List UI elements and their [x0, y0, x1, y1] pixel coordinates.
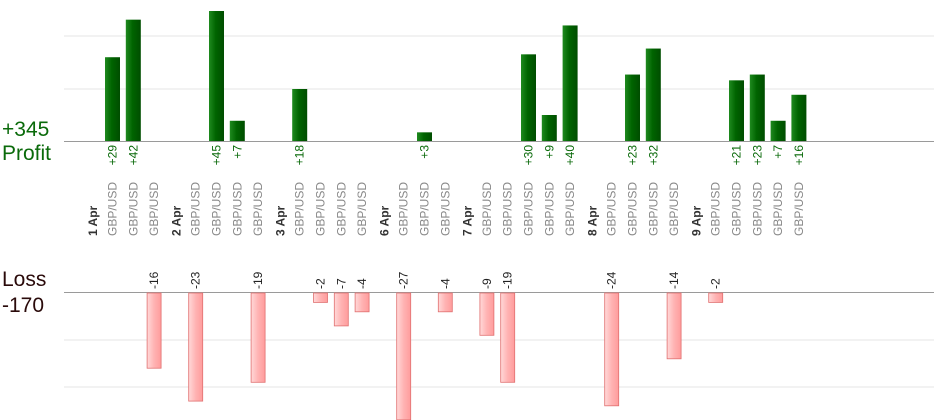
pair-label: GBP/USD — [709, 182, 723, 236]
pair-label: GBP/USD — [147, 182, 161, 236]
pair-label: GBP/USD — [501, 182, 515, 236]
pair-label: GBP/USD — [230, 182, 244, 236]
loss-total: -170 — [2, 294, 45, 317]
profit-value-label: +23 — [750, 145, 764, 166]
profit-value-label: +18 — [293, 145, 307, 166]
day-label: 3 Apr — [273, 205, 287, 236]
pair-label: GBP/USD — [314, 182, 328, 236]
loss-value-label: -4 — [355, 278, 369, 289]
profit-bar — [125, 19, 141, 142]
pair-label: GBP/USD — [418, 182, 432, 236]
pair-label: GBP/USD — [355, 182, 369, 236]
pair-label: GBP/USD — [646, 182, 660, 236]
profit-bar — [292, 89, 308, 141]
profit-bar — [562, 25, 578, 142]
day-label: 1 Apr — [86, 205, 100, 236]
pair-label: GBP/USD — [251, 182, 265, 236]
pair-label: GBP/USD — [771, 182, 785, 236]
profit-bar — [770, 120, 786, 141]
profit-value-label: +40 — [563, 145, 577, 166]
profit-label: Profit — [2, 142, 52, 165]
profit-value-label: +45 — [210, 145, 224, 166]
pair-label: GBP/USD — [522, 182, 536, 236]
profit-value-label: +32 — [646, 145, 660, 166]
loss-bar — [250, 292, 266, 383]
bars — [105, 11, 807, 420]
loss-label: Loss — [2, 268, 47, 291]
pair-label: GBP/USD — [626, 182, 640, 236]
loss-bar — [188, 292, 204, 402]
profit-value-label: +7 — [771, 145, 785, 159]
profit-bar — [209, 11, 224, 141]
profit-value-label: +3 — [418, 145, 432, 159]
loss-bar — [396, 292, 412, 420]
loss-value-label: -24 — [605, 271, 619, 289]
loss-bar — [500, 292, 516, 383]
pair-label: GBP/USD — [792, 182, 806, 236]
pair-label: GBP/USD — [563, 182, 577, 236]
profit-bar — [791, 94, 807, 141]
pair-label: GBP/USD — [106, 182, 120, 236]
pair-label: GBP/USD — [210, 182, 224, 236]
pair-label: GBP/USD — [438, 182, 452, 236]
loss-value-label: -2 — [314, 278, 328, 289]
profit-value-label: +16 — [792, 145, 806, 166]
pair-label: GBP/USD — [480, 182, 494, 236]
profit-value-label: +30 — [522, 145, 536, 166]
pair-label: GBP/USD — [542, 182, 556, 236]
profit-value-label: +21 — [730, 145, 744, 166]
loss-bar — [333, 292, 349, 327]
pair-label: GBP/USD — [667, 182, 681, 236]
profit-bar — [417, 132, 432, 141]
loss-bar — [313, 292, 328, 303]
loss-bar — [604, 292, 620, 407]
pair-label: GBP/USD — [126, 182, 140, 236]
profit-bar — [645, 48, 661, 141]
profit-bar — [521, 54, 536, 142]
profit-value-label: +9 — [542, 145, 556, 159]
loss-value-label: -16 — [147, 271, 161, 289]
pair-label: GBP/USD — [189, 182, 203, 236]
loss-value-label: -7 — [334, 278, 348, 289]
loss-bar — [146, 292, 162, 369]
labels: 1 Apr GBP/USD +29 GBP/USD +42 GBP/USD -16 2 Apr… — [86, 145, 806, 289]
profit-bar — [105, 57, 120, 141]
day-label: 7 Apr — [461, 205, 475, 236]
profit-bar — [749, 74, 765, 141]
profit-value-label: +29 — [106, 145, 120, 166]
profit-value-label: +23 — [626, 145, 640, 166]
loss-value-label: -27 — [397, 271, 411, 289]
profit-bar — [541, 115, 557, 141]
loss-value-label: -4 — [438, 278, 452, 289]
loss-value-label: -14 — [667, 271, 681, 289]
day-label: 2 Apr — [169, 205, 183, 236]
pair-label: GBP/USD — [397, 182, 411, 236]
pair-label: GBP/USD — [750, 182, 764, 236]
pair-label: GBP/USD — [730, 182, 744, 236]
loss-bar — [708, 292, 724, 303]
loss-bar — [354, 292, 370, 313]
day-label: 6 Apr — [377, 205, 391, 236]
loss-value-label: -9 — [480, 278, 494, 289]
loss-value-label: -19 — [251, 271, 265, 289]
day-label: 8 Apr — [585, 205, 599, 236]
profit-bar — [229, 120, 245, 141]
profit-total: +345 — [2, 118, 50, 141]
pair-label: GBP/USD — [605, 182, 619, 236]
day-label: 9 Apr — [689, 205, 703, 236]
profit-bar — [625, 74, 640, 141]
loss-bar — [479, 292, 495, 336]
profit-value-label: +42 — [126, 145, 140, 166]
pair-label: GBP/USD — [293, 182, 307, 236]
profit-bar — [729, 80, 744, 141]
pair-label: GBP/USD — [334, 182, 348, 236]
loss-bar — [666, 292, 682, 360]
profit-value-label: +7 — [230, 145, 244, 159]
loss-value-label: -2 — [709, 278, 723, 289]
loss-bar — [437, 292, 453, 313]
loss-value-label: -23 — [189, 271, 203, 289]
loss-value-label: -19 — [501, 271, 515, 289]
